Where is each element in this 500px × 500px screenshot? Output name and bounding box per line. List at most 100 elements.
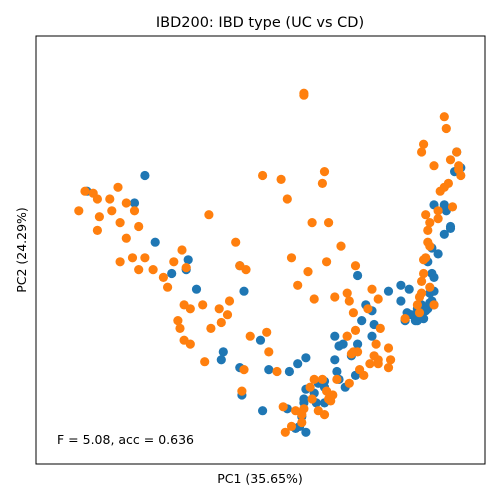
scatter-point bbox=[429, 300, 439, 310]
scatter-point bbox=[338, 339, 348, 349]
scatter-point bbox=[301, 353, 311, 363]
scatter-point bbox=[293, 359, 303, 369]
scatter-point bbox=[429, 272, 439, 282]
scatter-point bbox=[353, 339, 363, 349]
scatter-point bbox=[216, 355, 226, 365]
scatter-point bbox=[330, 292, 340, 302]
scatter-point bbox=[127, 253, 138, 263]
scatter-point bbox=[417, 276, 427, 286]
scatter-point bbox=[264, 347, 274, 357]
scatter-point bbox=[245, 331, 255, 341]
scatter-point bbox=[129, 198, 140, 208]
scatter-point bbox=[282, 194, 292, 204]
scatter-point bbox=[258, 170, 268, 181]
scatter-point bbox=[280, 427, 290, 437]
scatter-point bbox=[350, 261, 361, 271]
scatter-point bbox=[454, 161, 464, 171]
scatter-point bbox=[218, 347, 228, 357]
scatter-point bbox=[200, 357, 210, 367]
scatter-point bbox=[419, 139, 429, 149]
scatter-point bbox=[148, 265, 158, 275]
scatter-point bbox=[237, 386, 247, 396]
scatter-point bbox=[92, 225, 102, 235]
scatter-point bbox=[297, 410, 307, 420]
scatter-point bbox=[383, 363, 394, 373]
scatter-point bbox=[330, 331, 340, 341]
scatter-point bbox=[206, 323, 216, 333]
scatter-point bbox=[383, 286, 394, 296]
scatter-point bbox=[324, 218, 334, 228]
scatter-point bbox=[198, 300, 208, 310]
scatter-point bbox=[400, 314, 410, 324]
scatter-point bbox=[158, 272, 168, 282]
scatter-point bbox=[163, 282, 173, 292]
scatter-point bbox=[433, 249, 443, 259]
scatter-point bbox=[303, 267, 313, 277]
scatter-point bbox=[365, 359, 375, 369]
scatter-point bbox=[150, 237, 160, 247]
scatter-point bbox=[348, 308, 358, 318]
scatter-point bbox=[278, 402, 288, 412]
scatter-point bbox=[183, 255, 193, 265]
scatter-point bbox=[239, 365, 249, 375]
scatter-point bbox=[396, 280, 406, 290]
scatter-point bbox=[134, 221, 144, 232]
scatter-point bbox=[322, 257, 332, 267]
scatter-point bbox=[134, 265, 144, 275]
scatter-point bbox=[181, 263, 191, 273]
scatter-point bbox=[367, 284, 377, 294]
scatter-point bbox=[113, 182, 123, 192]
scatter-point bbox=[224, 296, 235, 306]
scatter-point bbox=[344, 378, 354, 388]
scatter-point bbox=[367, 331, 377, 341]
scatter-point bbox=[129, 206, 140, 216]
scatter-point bbox=[255, 335, 266, 345]
scatter-point bbox=[328, 390, 338, 400]
scatter-point bbox=[445, 223, 456, 233]
scatter-point bbox=[419, 268, 429, 279]
scatter-point bbox=[319, 167, 330, 177]
scatter-point bbox=[107, 206, 117, 216]
scatter-point bbox=[421, 210, 431, 220]
scatter-point bbox=[342, 288, 352, 298]
scatter-point bbox=[439, 112, 449, 122]
scatter-point bbox=[441, 123, 451, 134]
scatter-point bbox=[425, 218, 435, 228]
scatter-point bbox=[167, 268, 177, 279]
scatter-point bbox=[383, 343, 394, 353]
scatter-point bbox=[115, 257, 125, 267]
scatter-point bbox=[371, 339, 381, 349]
scatter-point bbox=[177, 245, 187, 255]
x-axis-label: PC1 (35.65%) bbox=[217, 471, 303, 486]
scatter-point bbox=[357, 316, 367, 326]
scatter-point bbox=[231, 237, 241, 247]
scatter-point bbox=[355, 365, 365, 375]
scatter-point bbox=[317, 374, 327, 384]
scatter-point bbox=[433, 206, 443, 216]
scatter-point bbox=[185, 339, 195, 349]
scatter-point bbox=[235, 261, 245, 271]
scatter-point bbox=[346, 349, 356, 359]
scatter-point bbox=[412, 300, 422, 310]
scatter-point bbox=[92, 194, 102, 204]
scatter-point bbox=[447, 202, 458, 212]
scatter-point bbox=[423, 237, 433, 247]
scatter-point bbox=[214, 304, 224, 314]
scatter-point bbox=[439, 229, 449, 239]
scatter-point bbox=[353, 270, 363, 281]
scatter-point bbox=[332, 374, 342, 384]
scatter-point bbox=[105, 194, 115, 204]
scatter-point bbox=[301, 427, 311, 437]
scatter-point bbox=[140, 170, 150, 181]
scatter-point bbox=[191, 284, 202, 294]
scatter-point bbox=[286, 253, 297, 263]
scatter-point bbox=[429, 161, 439, 171]
scatter-point bbox=[425, 282, 435, 292]
scatter-point bbox=[74, 206, 84, 216]
scatter-point bbox=[140, 253, 150, 263]
scatter-point bbox=[121, 233, 131, 243]
scatter-point bbox=[363, 304, 373, 314]
scatter-point bbox=[421, 253, 431, 263]
